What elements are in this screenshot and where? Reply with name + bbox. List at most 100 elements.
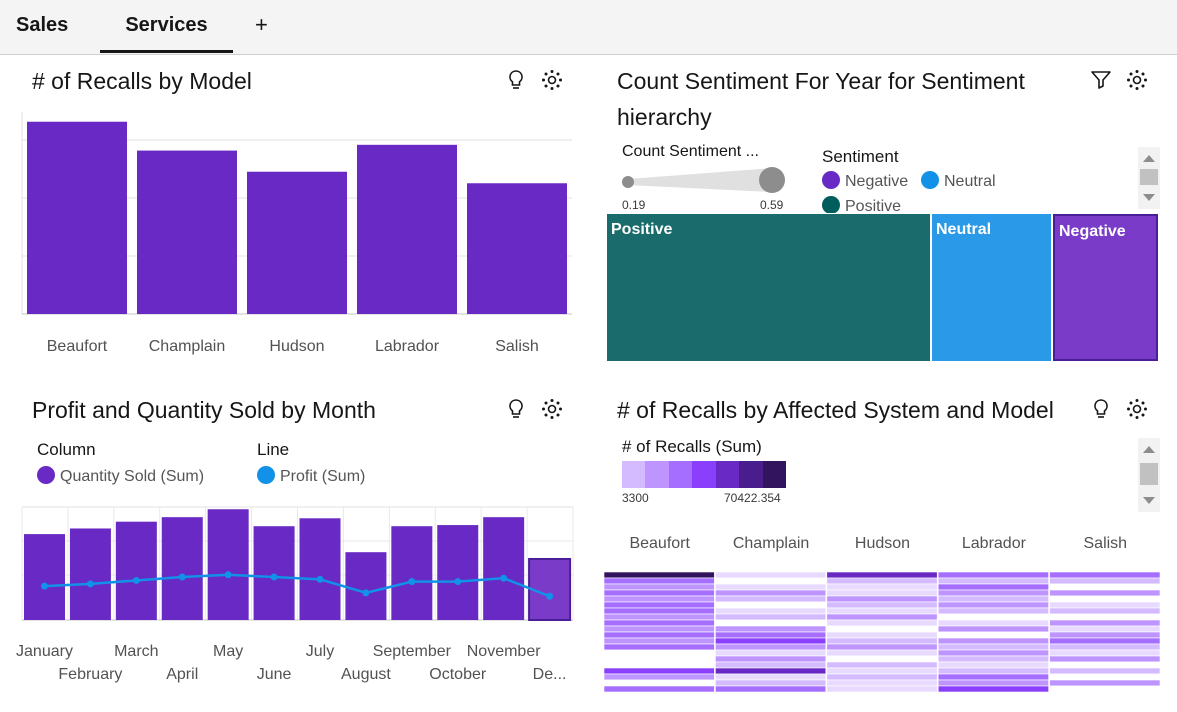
tab-sales[interactable]: Sales — [16, 14, 69, 36]
scroll-up-icon[interactable] — [1143, 155, 1155, 162]
settings-icon[interactable] — [1125, 397, 1149, 421]
heatmap-cell[interactable] — [937, 679, 1049, 687]
heatmap-cell[interactable] — [603, 589, 715, 597]
lightbulb-icon[interactable] — [504, 397, 528, 421]
heatmap-cell[interactable] — [1049, 595, 1161, 603]
filter-icon[interactable] — [1089, 68, 1113, 92]
heatmap-cell[interactable] — [1049, 571, 1161, 579]
heatmap-cell[interactable] — [603, 685, 715, 693]
heatmap-cell[interactable] — [1049, 673, 1161, 681]
heatmap-cell[interactable] — [937, 571, 1049, 579]
heatmap-cell[interactable] — [937, 655, 1049, 663]
heatmap-cell[interactable] — [715, 667, 827, 675]
heatmap-cell[interactable] — [715, 619, 827, 627]
heatmap-cell[interactable] — [715, 649, 827, 657]
profit-point[interactable] — [500, 574, 508, 582]
scroll-thumb[interactable] — [1140, 463, 1158, 485]
heatmap-cell[interactable] — [603, 637, 715, 645]
bar-beaufort[interactable] — [27, 121, 127, 314]
heatmap-cell[interactable] — [937, 577, 1049, 585]
heatmap-cell[interactable] — [715, 595, 827, 603]
heatmap-cell[interactable] — [826, 661, 938, 669]
heatmap-cell[interactable] — [603, 625, 715, 633]
heatmap-cell[interactable] — [1049, 679, 1161, 687]
heatmap-cell[interactable] — [937, 661, 1049, 669]
column-bar[interactable] — [437, 525, 479, 620]
column-bar[interactable] — [299, 518, 341, 620]
heatmap-cell[interactable] — [715, 631, 827, 639]
scroll-down-icon[interactable] — [1143, 194, 1155, 201]
heatmap-cell[interactable] — [1049, 625, 1161, 633]
heatmap-cell[interactable] — [826, 619, 938, 627]
heatmap-cell[interactable] — [826, 649, 938, 657]
column-bar[interactable] — [207, 509, 249, 620]
legend-scrollbar[interactable] — [1138, 438, 1160, 512]
heatmap-cell[interactable] — [826, 667, 938, 675]
profit-point[interactable] — [132, 576, 140, 584]
profit-point[interactable] — [224, 571, 232, 579]
treemap-cell-negative[interactable]: Negative — [1053, 214, 1158, 361]
heatmap-cell[interactable] — [1049, 685, 1161, 693]
heatmap-cell[interactable] — [715, 673, 827, 681]
bar-salish[interactable] — [467, 183, 567, 314]
heatmap-cell[interactable] — [1049, 631, 1161, 639]
column-bar[interactable] — [483, 517, 525, 620]
heatmap-cell[interactable] — [603, 619, 715, 627]
column-bar[interactable] — [391, 526, 433, 620]
scroll-up-icon[interactable] — [1143, 446, 1155, 453]
heatmap-cell[interactable] — [937, 625, 1049, 633]
treemap-cell-neutral[interactable]: Neutral — [932, 214, 1051, 361]
heatmap-cell[interactable] — [603, 607, 715, 615]
heatmap-cell[interactable] — [603, 673, 715, 681]
heatmap-cell[interactable] — [1049, 607, 1161, 615]
heatmap-cell[interactable] — [715, 679, 827, 687]
heatmap-cell[interactable] — [826, 625, 938, 633]
heatmap-cell[interactable] — [715, 661, 827, 669]
heatmap-cell[interactable] — [715, 655, 827, 663]
heatmap-cell[interactable] — [826, 613, 938, 621]
heatmap-cell[interactable] — [603, 601, 715, 609]
heatmap-cell[interactable] — [937, 619, 1049, 627]
heatmap-cell[interactable] — [937, 685, 1049, 693]
profit-point[interactable] — [270, 573, 278, 581]
heatmap-cell[interactable] — [715, 685, 827, 693]
heatmap-cell[interactable] — [1049, 583, 1161, 591]
heatmap-cell[interactable] — [1049, 589, 1161, 597]
bar-champlain[interactable] — [137, 150, 237, 314]
heatmap-cell[interactable] — [937, 607, 1049, 615]
heatmap-cell[interactable] — [826, 601, 938, 609]
heatmap-cell[interactable] — [1049, 643, 1161, 651]
settings-icon[interactable] — [1125, 68, 1149, 92]
heatmap-cell[interactable] — [603, 631, 715, 639]
heatmap-cell[interactable] — [826, 631, 938, 639]
heatmap-cell[interactable] — [937, 613, 1049, 621]
heatmap-cell[interactable] — [715, 607, 827, 615]
bar-hudson[interactable] — [247, 171, 347, 314]
heatmap-cell[interactable] — [715, 577, 827, 585]
heatmap-cell[interactable] — [603, 655, 715, 663]
heatmap-cell[interactable] — [826, 637, 938, 645]
heatmap-cell[interactable] — [1049, 577, 1161, 585]
heatmap-cell[interactable] — [715, 571, 827, 579]
heatmap-cell[interactable] — [603, 679, 715, 687]
scroll-down-icon[interactable] — [1143, 497, 1155, 504]
heatmap-cell[interactable] — [826, 643, 938, 651]
tab-services[interactable]: Services — [100, 0, 233, 53]
column-bar[interactable] — [253, 526, 295, 620]
heatmap-cell[interactable] — [715, 601, 827, 609]
treemap-cell-positive[interactable]: Positive — [607, 214, 930, 361]
heatmap-cell[interactable] — [1049, 667, 1161, 675]
heatmap-cell[interactable] — [603, 583, 715, 591]
heatmap-cell[interactable] — [1049, 613, 1161, 621]
heatmap-cell[interactable] — [937, 601, 1049, 609]
heatmap-cell[interactable] — [937, 649, 1049, 657]
heatmap-cell[interactable] — [826, 655, 938, 663]
lightbulb-icon[interactable] — [504, 68, 528, 92]
heatmap-cell[interactable] — [937, 667, 1049, 675]
heatmap-cell[interactable] — [826, 679, 938, 687]
profit-point[interactable] — [41, 582, 48, 590]
heatmap-cell[interactable] — [603, 643, 715, 651]
column-bar[interactable] — [115, 521, 157, 620]
heatmap-cell[interactable] — [603, 595, 715, 603]
heatmap-cell[interactable] — [937, 589, 1049, 597]
